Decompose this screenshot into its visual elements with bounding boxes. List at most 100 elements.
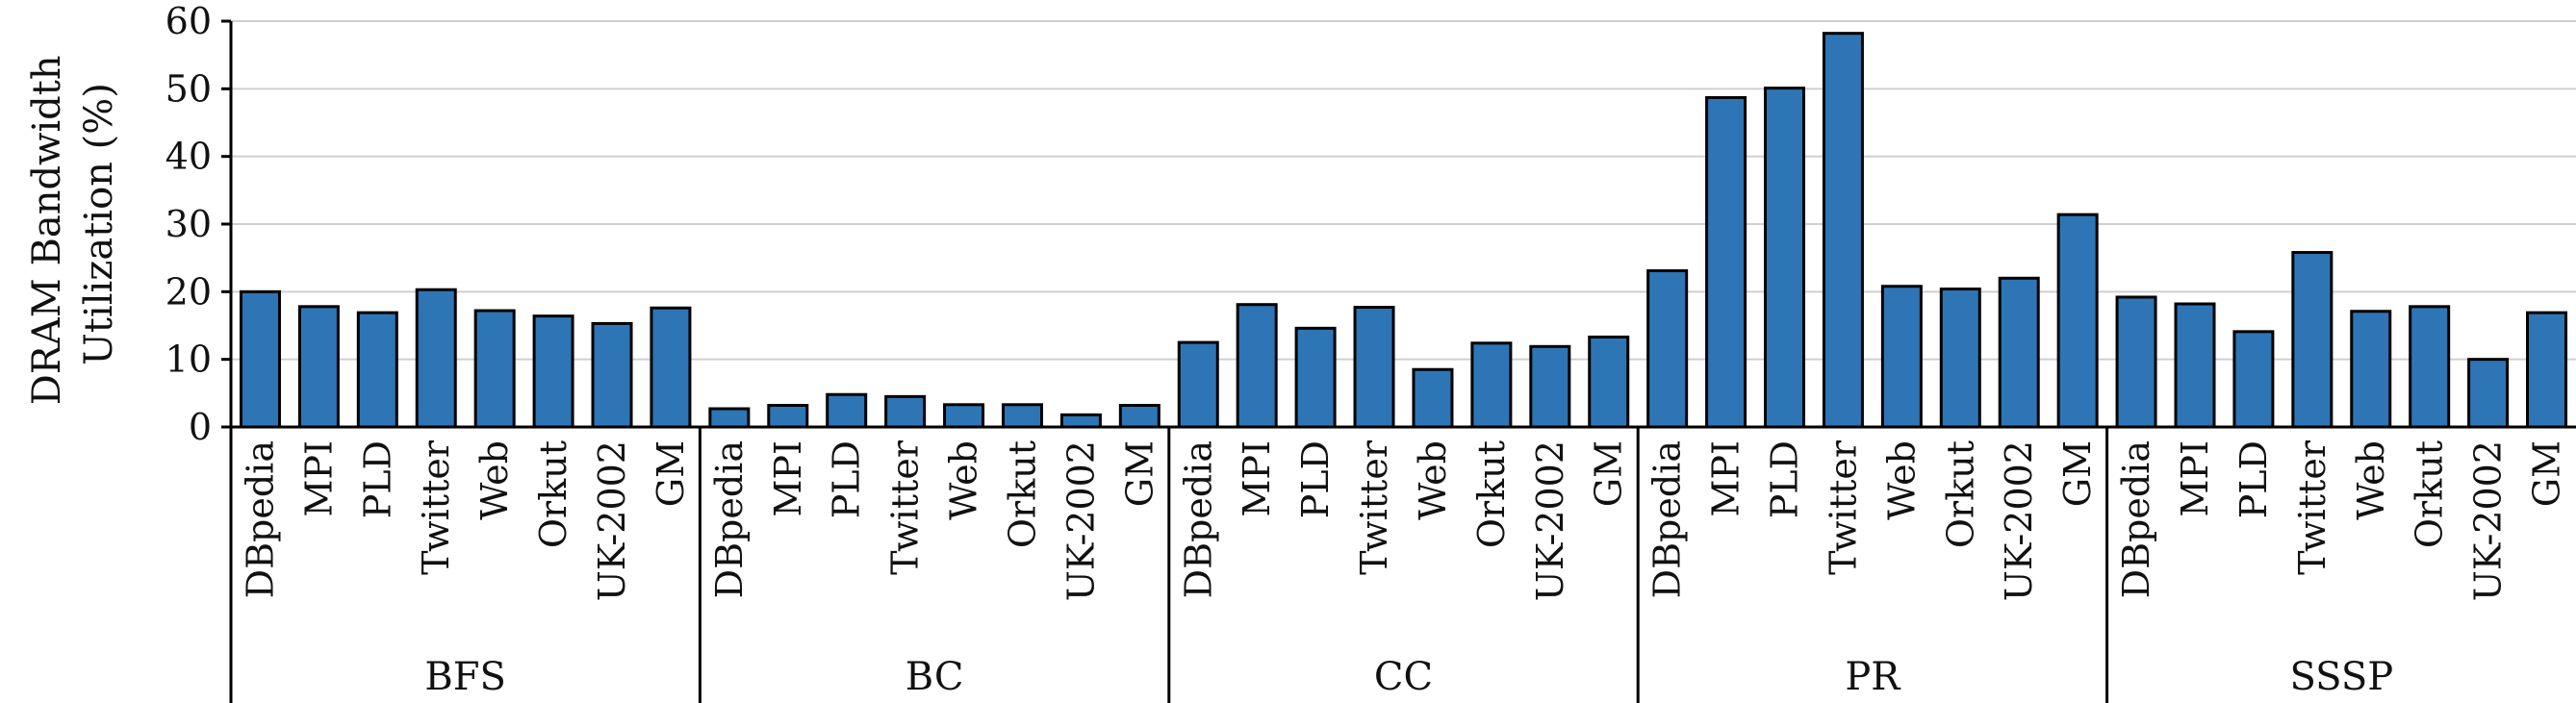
x-tick-label: GM [650,440,692,507]
x-tick-label: MPI [297,440,340,517]
x-tick-label: Web [943,440,985,520]
bar-bfs-dbpedia [239,289,281,429]
x-tick-label: DBpedia [2115,440,2157,598]
x-tick-label: UK-2002 [1529,440,1571,601]
y-tick-label: 60 [166,0,212,42]
gridlines [231,20,2576,361]
bar-pr-mpi [1705,95,1747,429]
x-tick-label: Twitter [2291,439,2334,575]
y-tick-label: 20 [166,270,212,313]
x-tick-label: Twitter [884,439,927,575]
x-tick-label: Web [1880,440,1923,520]
group-label-cc: CC [1374,655,1433,699]
y-axis-label-line-2: Utilization (%) [77,83,121,365]
y-tick-label: 30 [166,203,212,245]
x-tick-label: Twitter [415,439,457,575]
bar-sssp-gm [2526,311,2568,429]
bar-bc-gm [1118,403,1160,429]
y-axis-label-line-1: DRAM Bandwidth [25,55,69,405]
y-tick-label: 50 [166,67,212,110]
x-tick-label: Orkut [1001,440,1043,548]
x-tick-label: MPI [1236,440,1278,517]
x-tick-label: Orkut [532,440,574,548]
bar-pr-uk-2002 [1998,276,2040,429]
x-tick-label: DBpedia [708,440,751,598]
bar-sssp-twitter [2291,251,2334,429]
x-tick-label: GM [1588,440,1630,507]
group-separators [229,427,2109,703]
bar-bfs-web [473,309,516,429]
bar-pr-dbpedia [1646,269,1689,429]
x-tick-label: GM [2056,440,2099,507]
y-tick-label: 10 [166,339,212,381]
x-tick-label: MPI [2174,440,2216,517]
bar-bc-web [943,403,985,429]
bar-pr-web [1880,285,1923,429]
bar-bfs-uk-2002 [591,321,633,429]
x-tick-label: Web [1412,440,1454,520]
group-labels: BFS BC CC PR SSSP [424,655,2393,699]
bar-sssp-dbpedia [2115,295,2157,429]
group-label-sssp: SSSP [2289,655,2393,699]
bar-cc-uk-2002 [1529,344,1571,429]
x-tick-label: GM [2526,440,2568,507]
x-tick-label: GM [1118,440,1160,507]
bar-sssp-mpi [2174,302,2216,429]
bar-pr-gm [2056,213,2099,429]
x-tick-label: PLD [2232,440,2275,518]
x-tick-label: UK-2002 [1059,440,1102,601]
x-tick-label: Orkut [1939,440,1981,548]
bar-bfs-pld [356,311,398,429]
bar-bc-orkut [1001,403,1043,429]
x-tick-label: Web [473,440,516,520]
bar-bfs-mpi [297,305,340,429]
y-tick-label: 40 [166,136,212,178]
x-tick-label: PLD [826,440,868,518]
bar-pr-twitter [1822,32,1864,429]
bar-sssp-web [2350,310,2392,429]
bar-cc-twitter [1353,306,1395,429]
bar-bc-twitter [884,394,927,429]
x-tick-label: Orkut [1470,440,1513,548]
x-tick-label: Twitter [1353,439,1395,575]
x-tick-label: Web [2350,440,2392,520]
x-tick-label: UK-2002 [591,440,633,601]
bar-bfs-gm [650,306,692,429]
bar-cc-pld [1294,326,1337,429]
bar-cc-gm [1588,335,1630,429]
bar-bfs-orkut [532,314,574,429]
y-tick-label: 0 [189,406,212,448]
bar-sssp-uk-2002 [2467,358,2510,429]
bar-cc-web [1412,367,1454,429]
x-tick-label: DBpedia [1177,440,1219,598]
bar-cc-orkut [1470,341,1513,429]
x-tick-label: DBpedia [1646,440,1689,598]
group-label-bfs: BFS [424,655,506,699]
y-axis-label: DRAM Bandwidth Utilization (%) [25,43,121,406]
bar-bc-dbpedia [708,407,751,429]
bar-bc-pld [826,392,868,429]
x-tick-label: MPI [767,440,809,517]
x-tick-label: UK-2002 [1998,440,2040,601]
bar-cc-dbpedia [1177,340,1219,429]
bar-pr-pld [1764,87,1806,429]
bar-bc-uk-2002 [1059,413,1102,429]
x-tick-label: MPI [1705,440,1747,517]
bar-sssp-pld [2232,330,2275,429]
x-tick-label: DBpedia [239,440,281,598]
x-tick-label: PLD [1764,440,1806,518]
bar-pr-orkut [1939,288,1981,429]
bar-bc-mpi [767,403,809,429]
y-tick-labels: 0 10 20 30 40 50 60 [166,0,231,448]
x-tick-labels: DBpedia MPI PLD Twitter Web Orkut UK-2002 GM DBp… [239,439,2567,601]
bars [239,32,2568,429]
x-tick-label: UK-2002 [2467,440,2510,601]
x-tick-label: Twitter [1822,439,1864,575]
bar-cc-mpi [1236,303,1278,429]
group-label-bc: BC [905,655,964,699]
x-tick-label: Orkut [2409,440,2451,548]
x-tick-label: PLD [1294,440,1337,518]
x-tick-label: PLD [356,440,398,518]
bar-bfs-twitter [415,288,457,429]
